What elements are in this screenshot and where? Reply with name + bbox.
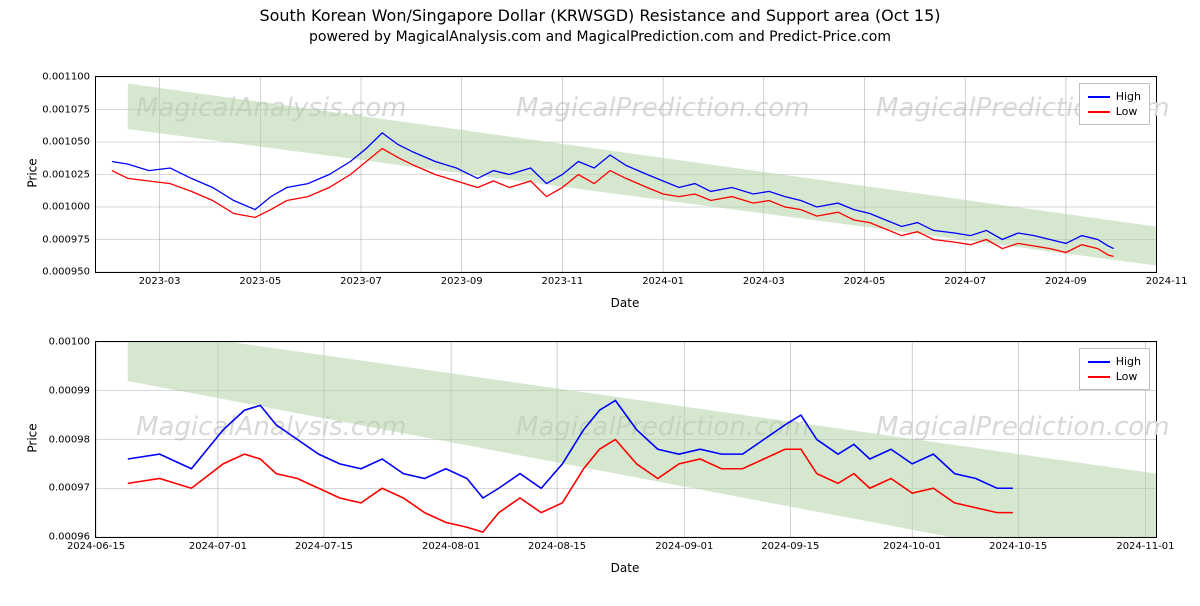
y-tick: 0.000975 xyxy=(42,234,90,245)
legend-swatch-low xyxy=(1088,111,1110,113)
x-tick: 2024-05 xyxy=(844,276,886,287)
x-tick: 2023-03 xyxy=(139,276,181,287)
x-tick: 2024-07 xyxy=(944,276,986,287)
y-axis-label: Price xyxy=(26,158,40,187)
chart-top: MagicalAnalysis.com MagicalPrediction.co… xyxy=(95,76,1157,273)
legend-label-high: High xyxy=(1116,90,1141,103)
x-tick: 2024-11 xyxy=(1146,276,1188,287)
y-tick: 0.000950 xyxy=(42,267,90,278)
y-tick: 0.001050 xyxy=(42,137,90,148)
x-tick: 2024-09-01 xyxy=(655,541,713,552)
legend: High Low xyxy=(1079,348,1150,390)
legend-item-high: High xyxy=(1088,355,1141,368)
legend-item-high: High xyxy=(1088,90,1141,103)
y-tick: 0.001100 xyxy=(42,72,90,83)
legend-label-low: Low xyxy=(1116,105,1138,118)
x-tick: 2023-09 xyxy=(441,276,483,287)
y-tick: 0.001075 xyxy=(42,104,90,115)
legend-swatch-low xyxy=(1088,376,1110,378)
legend-swatch-high xyxy=(1088,96,1110,98)
legend-swatch-high xyxy=(1088,361,1110,363)
y-tick: 0.00100 xyxy=(49,337,90,348)
y-tick: 0.00099 xyxy=(49,385,90,396)
y-tick: 0.00098 xyxy=(49,434,90,445)
y-tick: 0.001000 xyxy=(42,202,90,213)
x-tick: 2024-08-15 xyxy=(528,541,586,552)
legend-item-low: Low xyxy=(1088,370,1141,383)
x-tick: 2024-06-15 xyxy=(67,541,125,552)
legend-item-low: Low xyxy=(1088,105,1141,118)
x-tick: 2024-07-15 xyxy=(295,541,353,552)
x-tick: 2024-03 xyxy=(743,276,785,287)
legend-label-low: Low xyxy=(1116,370,1138,383)
x-tick: 2024-11-01 xyxy=(1116,541,1174,552)
x-axis-label: Date xyxy=(575,561,675,575)
y-axis-label: Price xyxy=(26,423,40,452)
x-tick: 2023-11 xyxy=(541,276,583,287)
legend-label-high: High xyxy=(1116,355,1141,368)
x-tick: 2024-10-15 xyxy=(989,541,1047,552)
x-axis-label: Date xyxy=(575,296,675,310)
chart-bottom: MagicalAnalysis.com MagicalPrediction.co… xyxy=(95,341,1157,538)
chart-title: South Korean Won/Singapore Dollar (KRWSG… xyxy=(0,6,1200,25)
chart-top-svg xyxy=(96,77,1156,272)
y-tick: 0.001025 xyxy=(42,169,90,180)
legend: High Low xyxy=(1079,83,1150,125)
y-tick: 0.00097 xyxy=(49,483,90,494)
x-tick: 2024-09 xyxy=(1045,276,1087,287)
x-tick: 2023-07 xyxy=(340,276,382,287)
x-tick: 2024-07-01 xyxy=(189,541,247,552)
x-tick: 2024-08-01 xyxy=(422,541,480,552)
x-tick: 2024-10-01 xyxy=(883,541,941,552)
x-tick: 2023-05 xyxy=(239,276,281,287)
chart-bottom-svg xyxy=(96,342,1156,537)
x-tick: 2024-01 xyxy=(642,276,684,287)
figure: South Korean Won/Singapore Dollar (KRWSG… xyxy=(0,6,1200,606)
chart-subtitle: powered by MagicalAnalysis.com and Magic… xyxy=(0,29,1200,45)
x-tick: 2024-09-15 xyxy=(761,541,819,552)
